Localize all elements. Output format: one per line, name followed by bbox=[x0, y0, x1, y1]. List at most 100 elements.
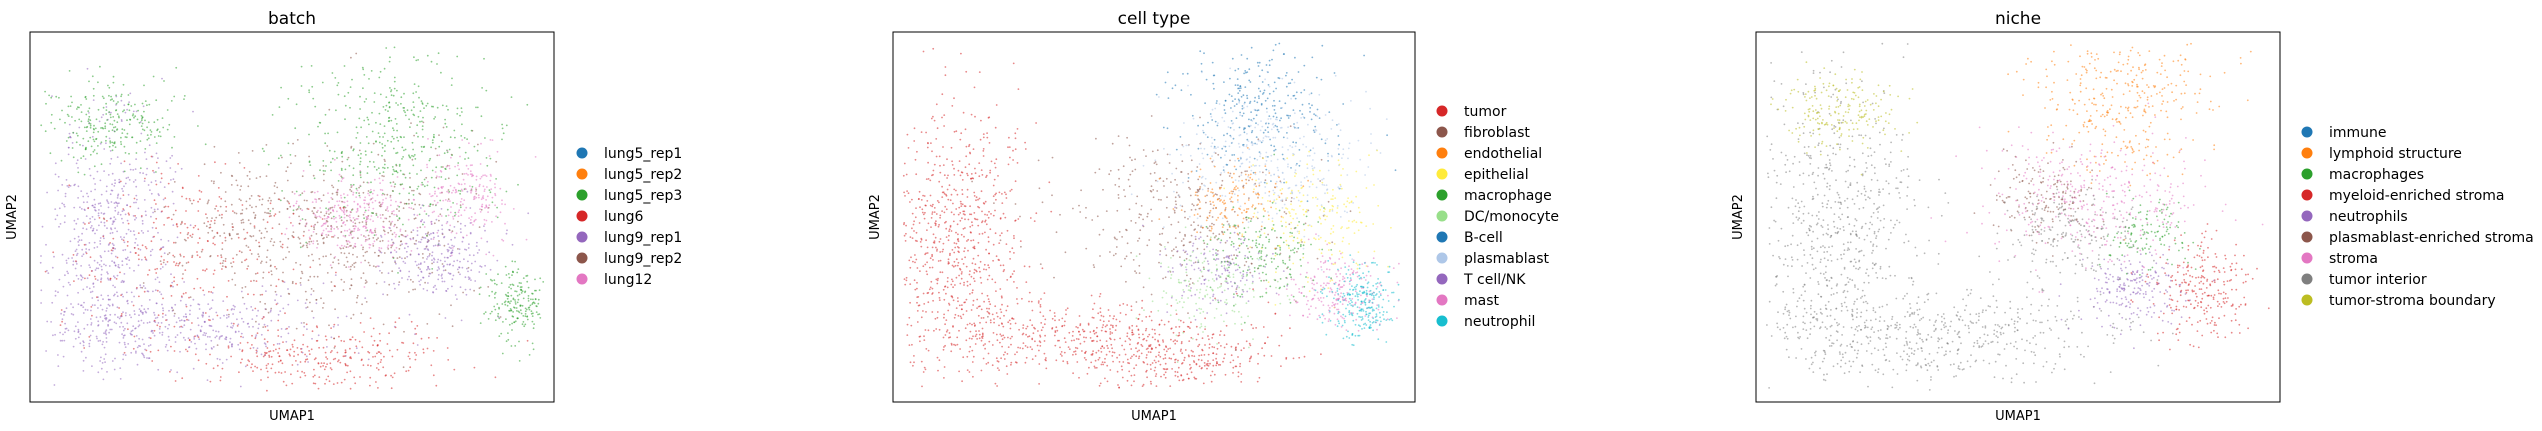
scatter-point bbox=[1054, 344, 1057, 347]
scatter-point bbox=[445, 105, 448, 107]
scatter-point bbox=[460, 135, 463, 137]
scatter-point bbox=[448, 167, 451, 170]
scatter-point bbox=[938, 359, 941, 362]
scatter-point bbox=[977, 305, 980, 308]
scatter-point bbox=[90, 225, 93, 227]
scatter-point bbox=[293, 192, 296, 195]
scatter-point bbox=[333, 206, 336, 209]
scatter-point bbox=[1067, 346, 1070, 348]
scatter-point bbox=[527, 297, 530, 300]
scatter-point bbox=[360, 234, 363, 236]
scatter-point bbox=[247, 246, 250, 249]
scatter-point bbox=[371, 111, 373, 114]
scatter-point bbox=[59, 118, 61, 121]
scatter-point bbox=[270, 309, 272, 312]
scatter-point bbox=[480, 142, 482, 145]
scatter-point bbox=[99, 360, 101, 362]
scatter-point bbox=[238, 371, 240, 374]
scatter-point bbox=[89, 119, 92, 122]
scatter-point bbox=[308, 229, 310, 232]
scatter-point bbox=[919, 340, 921, 343]
scatter-point bbox=[337, 316, 339, 319]
scatter-point bbox=[987, 352, 990, 355]
scatter-point bbox=[412, 194, 415, 196]
scatter-point bbox=[432, 245, 435, 247]
scatter-point bbox=[116, 205, 119, 207]
scatter-point bbox=[282, 341, 284, 343]
scatter-point bbox=[317, 125, 319, 128]
scatter-point bbox=[77, 303, 80, 306]
scatter-point bbox=[510, 309, 513, 312]
scatter-point bbox=[100, 116, 103, 119]
scatter-point bbox=[927, 349, 930, 352]
scatter-point bbox=[378, 201, 381, 204]
scatter-point bbox=[295, 202, 298, 205]
scatter-point bbox=[1063, 337, 1066, 340]
scatter-point bbox=[459, 206, 462, 209]
scatter-point bbox=[966, 240, 968, 242]
scatter-point bbox=[910, 324, 913, 327]
scatter-point bbox=[934, 222, 936, 225]
scatter-point bbox=[470, 216, 473, 218]
scatter-point bbox=[921, 385, 923, 388]
scatter-point bbox=[324, 142, 327, 145]
scatter-point bbox=[518, 282, 521, 284]
scatter-point bbox=[406, 278, 409, 281]
scatter-point bbox=[978, 337, 981, 340]
scatter-point bbox=[201, 315, 204, 318]
scatter-point bbox=[185, 348, 187, 351]
scatter-point bbox=[534, 289, 536, 292]
scatter-point bbox=[428, 275, 430, 278]
scatter-point bbox=[109, 232, 112, 235]
scatter-point bbox=[498, 335, 501, 337]
scatter-point bbox=[224, 239, 227, 242]
scatter-point bbox=[51, 95, 53, 97]
scatter-point bbox=[1155, 355, 1157, 358]
scatter-point bbox=[161, 316, 164, 318]
scatter-point bbox=[480, 198, 483, 201]
scatter-point bbox=[344, 351, 347, 354]
scatter-point bbox=[337, 262, 340, 265]
scatter-point bbox=[967, 238, 970, 241]
scatter-point bbox=[958, 329, 960, 332]
scatter-point bbox=[167, 205, 170, 208]
scatter-point bbox=[328, 324, 330, 327]
scatter-point bbox=[1098, 295, 1101, 298]
scatter-point bbox=[956, 343, 959, 346]
scatter-point bbox=[417, 274, 420, 277]
scatter-point bbox=[337, 180, 340, 182]
scatter-point bbox=[319, 263, 321, 266]
scatter-point bbox=[348, 164, 351, 167]
scatter-point bbox=[1039, 335, 1042, 338]
scatter-point bbox=[437, 244, 440, 247]
scatter-point bbox=[325, 207, 327, 210]
scatter-point bbox=[1078, 331, 1080, 333]
scatter-point bbox=[371, 197, 374, 200]
scatter-point bbox=[421, 120, 423, 123]
scatter-point bbox=[1116, 356, 1118, 359]
scatter-point bbox=[77, 278, 80, 280]
scatter-point bbox=[323, 368, 326, 371]
scatter-point bbox=[521, 323, 524, 326]
legend-label: lung6 bbox=[604, 209, 644, 225]
scatter-point bbox=[94, 127, 97, 130]
scatter-point bbox=[123, 109, 125, 112]
scatter-point bbox=[239, 385, 242, 388]
scatter-point bbox=[134, 168, 137, 171]
scatter-point bbox=[355, 345, 358, 348]
scatter-point bbox=[128, 267, 131, 269]
scatter-point bbox=[96, 229, 98, 232]
scatter-point bbox=[473, 366, 476, 369]
scatter-point bbox=[389, 194, 392, 197]
scatter-point bbox=[359, 170, 362, 172]
scatter-point bbox=[241, 358, 243, 361]
scatter-point bbox=[343, 211, 345, 214]
scatter-point bbox=[317, 209, 319, 212]
scatter-point bbox=[232, 322, 235, 325]
scatter-point bbox=[432, 350, 435, 352]
scatter-point bbox=[83, 347, 86, 349]
scatter-point bbox=[207, 201, 210, 203]
scatter-point bbox=[986, 278, 989, 281]
scatter-point bbox=[105, 317, 108, 320]
scatter-point bbox=[107, 84, 109, 87]
